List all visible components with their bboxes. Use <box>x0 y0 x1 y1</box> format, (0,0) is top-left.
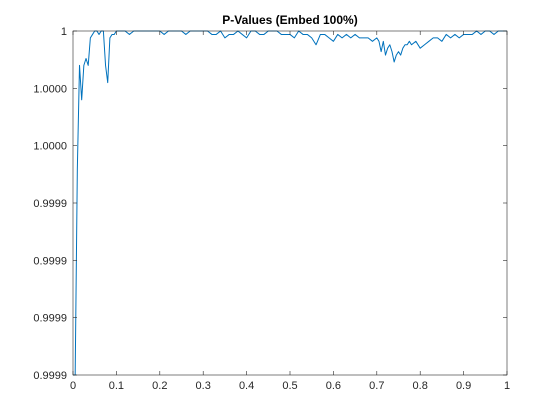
y-tick-label: 1 <box>61 26 67 38</box>
x-tick-label: 0.4 <box>239 380 254 392</box>
y-tick-label: 1.0000 <box>33 141 67 153</box>
x-tick-label: 0.5 <box>282 380 297 392</box>
x-tick-label: 0.2 <box>152 380 167 392</box>
series-line-0 <box>73 30 507 376</box>
x-tick-label: 0.1 <box>109 380 124 392</box>
chart-title: P-Values (Embed 100%) <box>222 13 357 27</box>
series-layer <box>73 30 507 376</box>
y-tick-label: 0.9999 <box>33 313 67 325</box>
x-tick-label: 0.7 <box>369 380 384 392</box>
y-tick-label: 0.9999 <box>33 255 67 267</box>
y-tick-label: 0.9999 <box>33 370 67 382</box>
x-tick-label: 1 <box>504 380 510 392</box>
y-tick-label: 0.9999 <box>33 198 67 210</box>
x-tick-label: 0.8 <box>413 380 428 392</box>
x-tick-label: 0 <box>70 380 76 392</box>
x-tick-label: 0.9 <box>456 380 471 392</box>
axes-box <box>72 30 508 376</box>
x-tick-label: 0.6 <box>326 380 341 392</box>
plot-area <box>73 31 507 375</box>
y-tick-label: 1.0000 <box>33 83 67 95</box>
ticks-layer: 0 0.1 0.2 0.3 0.4 0.5 0.6 0.7 0.8 0.9 1 0.9999 0.999… <box>33 26 510 392</box>
x-tick-label: 0.3 <box>196 380 211 392</box>
